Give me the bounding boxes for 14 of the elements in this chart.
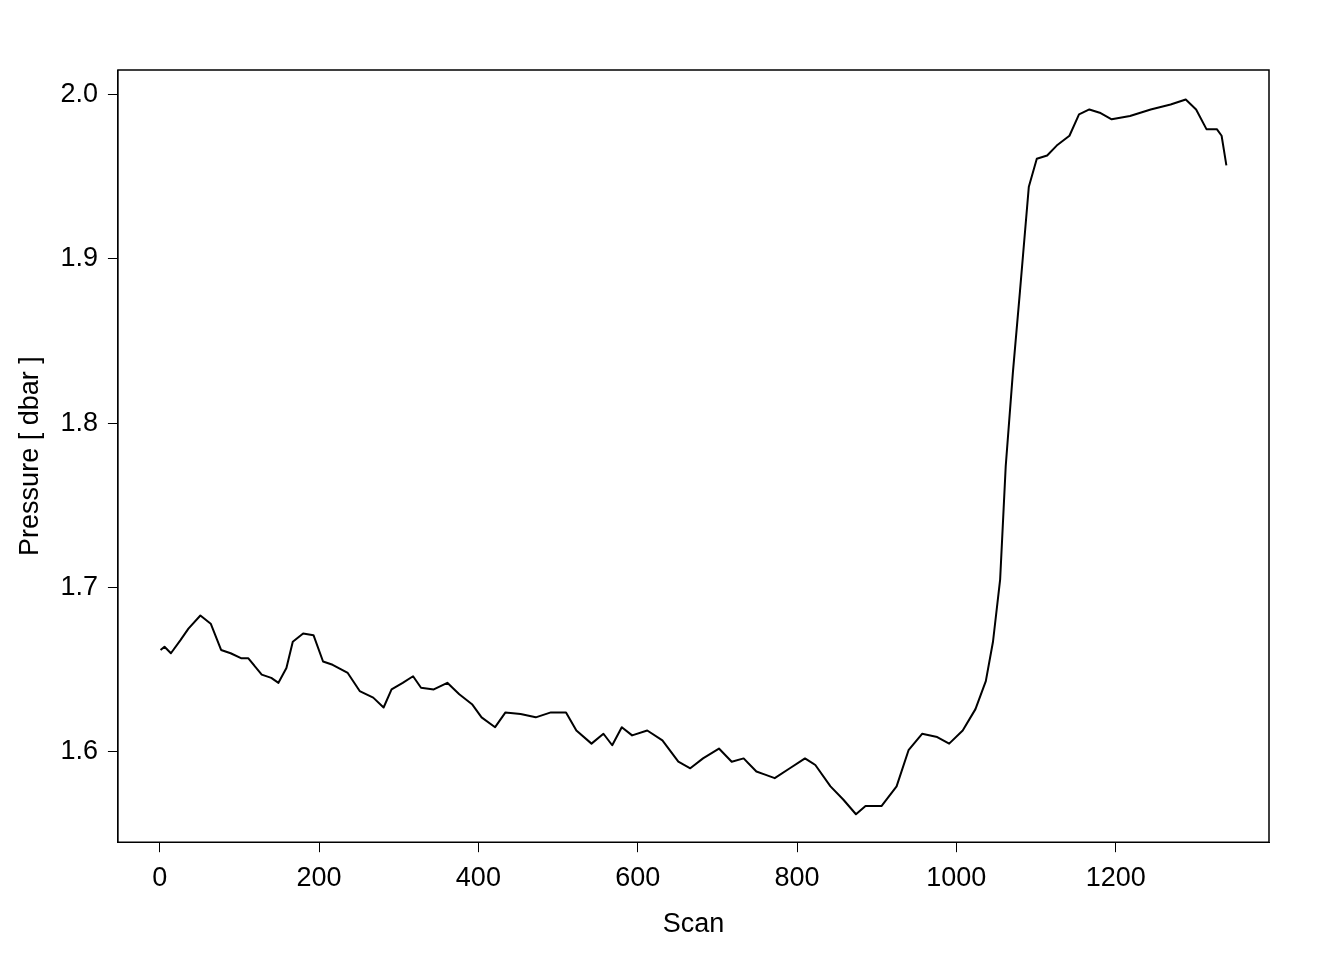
x-tick-label: 1000 (926, 861, 987, 892)
y-axis-title: Pressure [ dbar ] (13, 356, 44, 556)
x-tick-label: 400 (455, 861, 501, 892)
y-tick-label: 1.6 (60, 735, 98, 766)
x-tick-label: 1200 (1085, 861, 1146, 892)
y-tick-label: 1.8 (60, 406, 98, 437)
x-tick-label: 800 (774, 861, 820, 892)
x-tick-label: 0 (152, 861, 168, 892)
y-tick-label: 2.0 (60, 78, 98, 109)
x-tick-label: 200 (296, 861, 342, 892)
x-tick-label: 600 (615, 861, 661, 892)
x-axis-title: Scan (662, 908, 725, 939)
y-tick-label: 1.7 (60, 570, 98, 601)
y-tick-label: 1.9 (60, 242, 98, 273)
